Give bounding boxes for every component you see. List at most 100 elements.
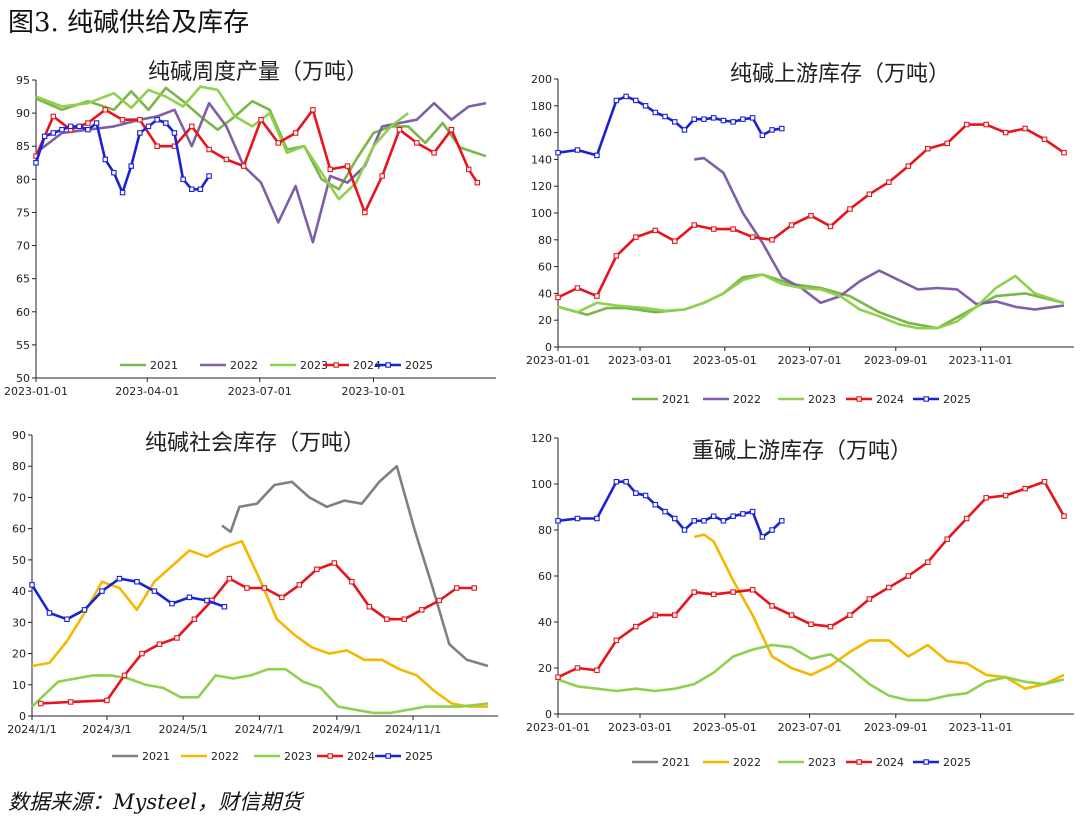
series-line-2023 <box>31 667 489 715</box>
data-point-2025 <box>701 116 707 122</box>
data-point-2024 <box>1061 513 1067 519</box>
data-point-2025 <box>710 513 717 519</box>
legend-marker <box>385 362 391 368</box>
data-point-2025 <box>76 123 83 130</box>
series-line-2024 <box>40 561 475 705</box>
data-point-2025 <box>633 490 639 496</box>
y-tick-label: 40 <box>538 616 552 629</box>
data-point-2024 <box>474 179 481 186</box>
data-point-2024 <box>37 700 44 707</box>
data-point-2024 <box>85 120 91 126</box>
data-point-2024 <box>788 612 795 618</box>
data-point-2024 <box>944 140 950 147</box>
data-point-2024 <box>633 623 639 630</box>
data-point-2025 <box>128 163 134 169</box>
series-line-2024 <box>557 123 1065 299</box>
data-point-2024 <box>827 223 834 230</box>
legend-marker <box>856 759 862 765</box>
data-point-2024 <box>275 140 282 146</box>
x-tick-label: 2024/1/1 <box>7 723 56 736</box>
series-line-2021 <box>557 273 1065 330</box>
legend-label-2025: 2025 <box>943 393 971 406</box>
upstream-inventory-chart: 纯碱上游库存（万吨） 0 20 40 60 80 100 120 140 160 180 200 202… <box>526 62 1074 406</box>
data-point-2024 <box>223 156 230 163</box>
data-point-2024 <box>574 285 581 291</box>
x-tick-label: 2023-05-01 <box>693 354 757 367</box>
data-point-2024 <box>613 637 620 644</box>
x-tick-label: 2023-04-01 <box>115 385 179 398</box>
data-point-2025 <box>171 130 178 136</box>
data-point-2025 <box>662 508 668 515</box>
data-point-2025 <box>681 527 688 533</box>
y-tick-label: 60 <box>538 570 552 583</box>
data-point-2025 <box>779 125 785 132</box>
y-tick-label: 160 <box>531 127 552 140</box>
data-point-2024 <box>154 143 160 149</box>
data-point-2025 <box>730 119 736 125</box>
data-point-2024 <box>594 667 600 674</box>
data-point-2024 <box>244 585 250 591</box>
data-point-2025 <box>594 515 600 522</box>
y-tick-label: 0 <box>545 708 552 721</box>
y-tick-label: 0 <box>19 710 26 723</box>
data-point-2024 <box>574 665 581 671</box>
legend-label-2023: 2023 <box>808 756 836 769</box>
legend-label-2023: 2023 <box>284 750 312 763</box>
data-point-2025 <box>769 127 775 133</box>
data-point-2024 <box>672 238 678 244</box>
data-point-2024 <box>886 179 892 185</box>
data-point-2024 <box>613 253 620 259</box>
series-line-2022 <box>35 101 487 244</box>
x-tick-label: 2023-11-01 <box>949 721 1013 734</box>
chart-title: 纯碱上游库存（万吨） <box>730 62 950 87</box>
x-tick-label: 2024/9/1 <box>312 723 361 736</box>
data-point-2025 <box>119 189 126 196</box>
data-point-2024 <box>983 121 989 128</box>
legend-label-2025: 2025 <box>405 359 433 372</box>
chart-title: 纯碱周度产量（万吨） <box>148 60 368 85</box>
data-point-2024 <box>1022 125 1028 132</box>
data-point-2024 <box>191 616 198 622</box>
data-point-2024 <box>633 234 639 240</box>
data-point-2024 <box>102 107 108 113</box>
data-point-2024 <box>156 641 163 647</box>
data-point-2025 <box>67 123 74 130</box>
data-point-2025 <box>730 513 736 519</box>
data-point-2024 <box>349 578 355 585</box>
x-tick-label: 2023-03-01 <box>608 721 672 734</box>
y-tick-label: 0 <box>545 341 552 354</box>
chart-title: 纯碱社会库存（万吨） <box>145 431 365 456</box>
data-point-2025 <box>64 616 70 622</box>
y-tick-label: 40 <box>538 287 552 300</box>
data-point-2025 <box>116 575 123 582</box>
series-line-2024 <box>557 480 1066 679</box>
y-tick-label: 180 <box>531 100 552 113</box>
data-point-2025 <box>652 501 659 508</box>
legend-marker <box>923 759 929 765</box>
data-point-2024 <box>189 123 195 130</box>
data-point-2024 <box>672 612 678 618</box>
data-point-2025 <box>720 518 727 524</box>
data-point-2025 <box>613 97 620 104</box>
source-note: 数据来源：Mysteel，财信期货 <box>8 790 303 814</box>
data-point-2024 <box>769 237 775 243</box>
legend-label-2022: 2022 <box>230 359 258 372</box>
data-point-2025 <box>672 119 678 125</box>
data-point-2024 <box>67 699 74 705</box>
y-tick-label: 140 <box>531 153 552 166</box>
y-tick-label: 120 <box>531 180 552 193</box>
y-tick-label: 50 <box>16 372 30 385</box>
data-point-2024 <box>174 635 180 641</box>
y-tick-label: 20 <box>12 648 26 661</box>
legend-label-2023: 2023 <box>300 359 328 372</box>
data-point-2025 <box>163 120 169 126</box>
x-tick-label: 2023-09-01 <box>864 721 928 734</box>
data-point-2025 <box>613 478 620 485</box>
data-point-2025 <box>672 515 678 522</box>
data-point-2024 <box>206 146 212 153</box>
data-point-2024 <box>431 150 437 156</box>
legend-label-2025: 2025 <box>405 750 433 763</box>
data-point-2024 <box>296 582 303 588</box>
data-point-2024 <box>827 623 834 630</box>
data-point-2024 <box>366 603 373 610</box>
